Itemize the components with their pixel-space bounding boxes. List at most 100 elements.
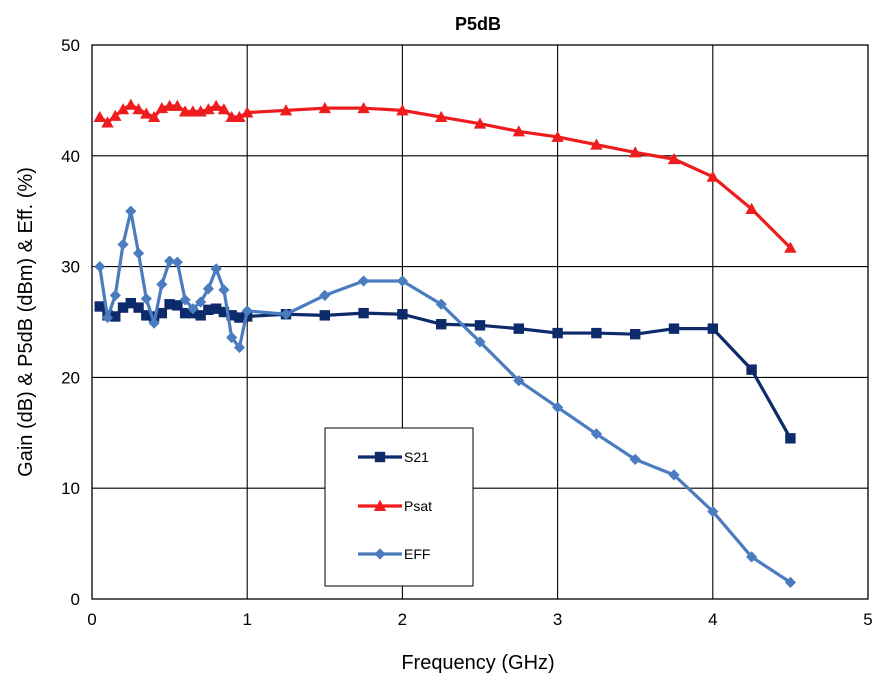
data-point-eff bbox=[435, 298, 447, 310]
data-point-eff bbox=[226, 331, 238, 344]
series-psat bbox=[93, 98, 797, 253]
legend-marker-psat bbox=[373, 499, 387, 511]
data-point-psat bbox=[512, 125, 525, 137]
data-point-psat bbox=[171, 99, 184, 111]
data-point-psat bbox=[140, 107, 153, 119]
data-point-eff bbox=[132, 247, 145, 259]
data-point-eff bbox=[164, 255, 176, 267]
data-point-eff bbox=[109, 289, 121, 302]
data-point-s21 bbox=[110, 311, 121, 322]
data-point-eff bbox=[94, 261, 106, 273]
data-point-s21 bbox=[179, 307, 191, 319]
data-point-psat bbox=[629, 146, 642, 158]
data-point-psat bbox=[396, 104, 409, 116]
data-point-psat bbox=[209, 99, 223, 111]
data-point-psat bbox=[435, 110, 448, 122]
data-point-eff bbox=[629, 453, 641, 465]
data-point-psat bbox=[124, 98, 137, 110]
data-point-psat bbox=[241, 106, 254, 118]
y-tick-label: 20 bbox=[61, 368, 80, 387]
y-tick-label: 30 bbox=[61, 258, 80, 277]
data-point-s21 bbox=[630, 328, 641, 340]
data-point-eff bbox=[358, 275, 370, 287]
data-point-s21 bbox=[668, 323, 680, 334]
data-point-eff bbox=[552, 401, 564, 413]
data-point-eff bbox=[474, 336, 486, 348]
data-point-eff bbox=[125, 205, 137, 217]
data-point-psat bbox=[217, 103, 231, 115]
data-point-s21 bbox=[156, 307, 168, 319]
data-point-s21 bbox=[358, 307, 369, 319]
data-point-psat bbox=[109, 109, 122, 121]
data-point-psat bbox=[590, 138, 603, 150]
data-point-eff bbox=[707, 505, 719, 518]
data-point-eff bbox=[210, 263, 222, 275]
legend-marker-s21 bbox=[374, 451, 386, 463]
data-point-s21 bbox=[172, 300, 183, 311]
plot-area-frame bbox=[91, 44, 869, 600]
legend-marker-eff bbox=[374, 548, 386, 560]
x-tick-label: 5 bbox=[863, 610, 872, 629]
data-point-psat bbox=[745, 202, 758, 214]
data-point-s21 bbox=[141, 310, 152, 321]
x-tick-label: 4 bbox=[708, 610, 717, 629]
data-point-psat bbox=[279, 104, 293, 116]
data-point-s21 bbox=[125, 297, 136, 309]
data-point-s21 bbox=[746, 364, 757, 375]
legend-label-s21: S21 bbox=[404, 449, 429, 465]
data-point-eff bbox=[319, 289, 331, 302]
data-point-eff bbox=[171, 256, 183, 268]
x-tick-label: 0 bbox=[87, 610, 96, 629]
data-point-s21 bbox=[195, 310, 206, 321]
data-point-psat bbox=[225, 110, 238, 122]
data-point-eff bbox=[218, 284, 230, 296]
data-point-eff bbox=[179, 294, 191, 306]
data-point-s21 bbox=[513, 323, 524, 334]
data-point-s21 bbox=[133, 302, 144, 313]
x-tick-label: 3 bbox=[553, 610, 562, 629]
data-point-s21 bbox=[552, 327, 563, 339]
data-point-psat bbox=[132, 103, 145, 115]
legend-label-eff: EFF bbox=[404, 546, 430, 562]
legend-label-psat: Psat bbox=[404, 498, 432, 514]
data-point-psat bbox=[163, 99, 176, 111]
data-point-psat bbox=[202, 103, 215, 115]
data-point-psat bbox=[116, 103, 130, 115]
data-point-eff bbox=[590, 428, 602, 440]
data-point-psat bbox=[233, 110, 246, 122]
data-point-s21 bbox=[707, 323, 718, 334]
data-point-eff bbox=[746, 551, 758, 563]
y-tick-label: 10 bbox=[61, 479, 80, 498]
data-point-psat bbox=[706, 170, 719, 182]
y-axis-title: Gain (dB) & P5dB (dBm) & Eff. (%) bbox=[15, 167, 37, 477]
data-point-eff bbox=[117, 238, 129, 251]
legend-entries: S21 Psat EFF bbox=[358, 449, 432, 562]
data-point-eff bbox=[668, 469, 680, 481]
data-point-eff bbox=[396, 275, 408, 287]
series-group bbox=[93, 98, 797, 588]
data-point-s21 bbox=[226, 310, 237, 321]
data-point-psat bbox=[186, 105, 200, 117]
data-point-s21 bbox=[319, 310, 330, 321]
data-point-eff bbox=[280, 308, 292, 320]
legend: S21 Psat EFF bbox=[324, 427, 474, 587]
data-point-eff bbox=[195, 296, 207, 308]
data-point-psat bbox=[357, 101, 370, 114]
series-eff bbox=[94, 205, 796, 588]
data-point-eff bbox=[156, 278, 168, 290]
series-line-eff bbox=[98, 209, 792, 584]
data-point-eff bbox=[101, 311, 114, 324]
x-tick-label: 2 bbox=[398, 610, 407, 629]
data-point-psat bbox=[473, 117, 487, 129]
data-point-s21 bbox=[436, 319, 447, 330]
data-point-eff bbox=[233, 341, 246, 354]
data-point-psat bbox=[784, 241, 797, 253]
y-tick-label: 50 bbox=[61, 36, 80, 55]
data-point-s21 bbox=[397, 309, 408, 320]
data-point-s21 bbox=[591, 327, 602, 339]
data-point-psat bbox=[667, 152, 681, 165]
data-point-s21 bbox=[785, 433, 796, 444]
y-tick-label: 40 bbox=[61, 147, 80, 166]
